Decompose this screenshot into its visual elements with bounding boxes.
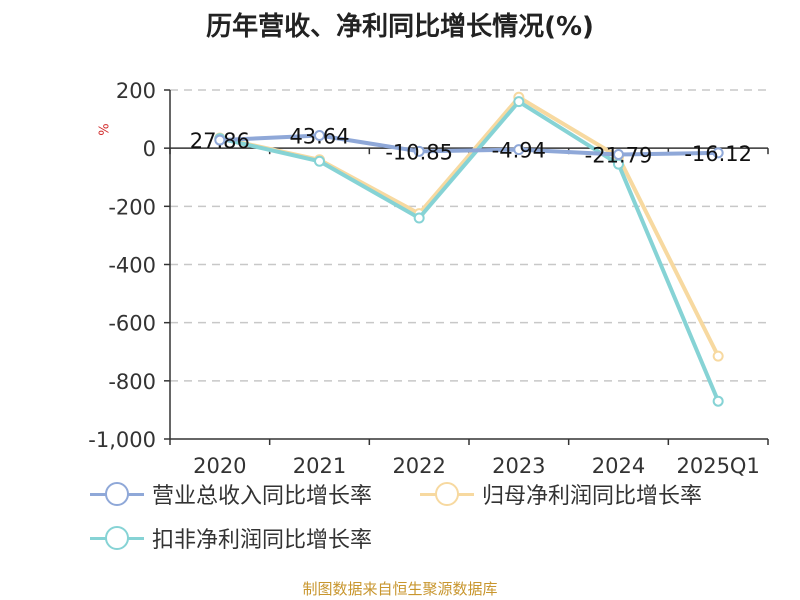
y-tick-label: -1,000 — [88, 428, 156, 452]
data-point — [712, 350, 724, 362]
x-tick-label: 2021 — [293, 454, 346, 478]
chart-title: 历年营收、净利同比增长情况(%) — [206, 12, 594, 42]
data-point — [613, 149, 624, 161]
data-label: -10.85 — [385, 140, 453, 164]
x-tick-label: 2024 — [592, 454, 645, 478]
data-point — [314, 129, 325, 141]
data-point — [413, 212, 425, 224]
data-label: -16.12 — [684, 142, 752, 166]
data-point — [712, 395, 724, 407]
legend-item[interactable]: 扣非净利润同比增长率 — [90, 522, 372, 554]
data-point — [513, 144, 525, 156]
data-point — [712, 147, 724, 159]
series-line — [219, 99, 721, 402]
series-line — [219, 133, 719, 157]
legend-swatch-icon — [420, 481, 474, 507]
y-tick-label: -400 — [108, 254, 156, 278]
legend-label: 归母净利润同比增长率 — [482, 484, 703, 509]
legend-swatch-icon — [90, 481, 144, 507]
line-chart: 200 0 -200 -400 -600 -800 -1,000 2020 2021 2022 20… — [88, 79, 769, 478]
data-point — [314, 155, 325, 167]
legend-item[interactable]: 营业总收入同比增长率 — [90, 478, 372, 510]
y-tick-label: 0 — [143, 137, 156, 161]
x-tick-label: 2023 — [492, 454, 545, 478]
data-source-note: 制图数据来自恒生聚源数据库 — [302, 580, 498, 598]
legend-item[interactable]: 归母净利润同比增长率 — [420, 478, 702, 510]
x-tick-label: 2025Q1 — [676, 454, 759, 478]
x-tick-label: 2020 — [193, 454, 246, 478]
data-point — [214, 134, 226, 146]
y-tick-label: -200 — [108, 195, 156, 219]
data-label: -21.79 — [585, 144, 653, 168]
y-tick-label: -600 — [108, 312, 156, 336]
y-tick-label: 200 — [116, 79, 156, 103]
data-label: -4.94 — [492, 139, 546, 163]
x-tick-label: 2022 — [392, 454, 445, 478]
data-label: 43.64 — [289, 124, 349, 148]
legend-swatch-icon — [90, 525, 144, 551]
data-label: 27.86 — [190, 129, 250, 153]
y-tick-label: -800 — [108, 370, 156, 394]
data-point — [413, 145, 425, 157]
legend-label: 扣非净利润同比增长率 — [152, 528, 373, 553]
legend-label: 营业总收入同比增长率 — [152, 484, 373, 509]
data-point — [513, 96, 525, 108]
